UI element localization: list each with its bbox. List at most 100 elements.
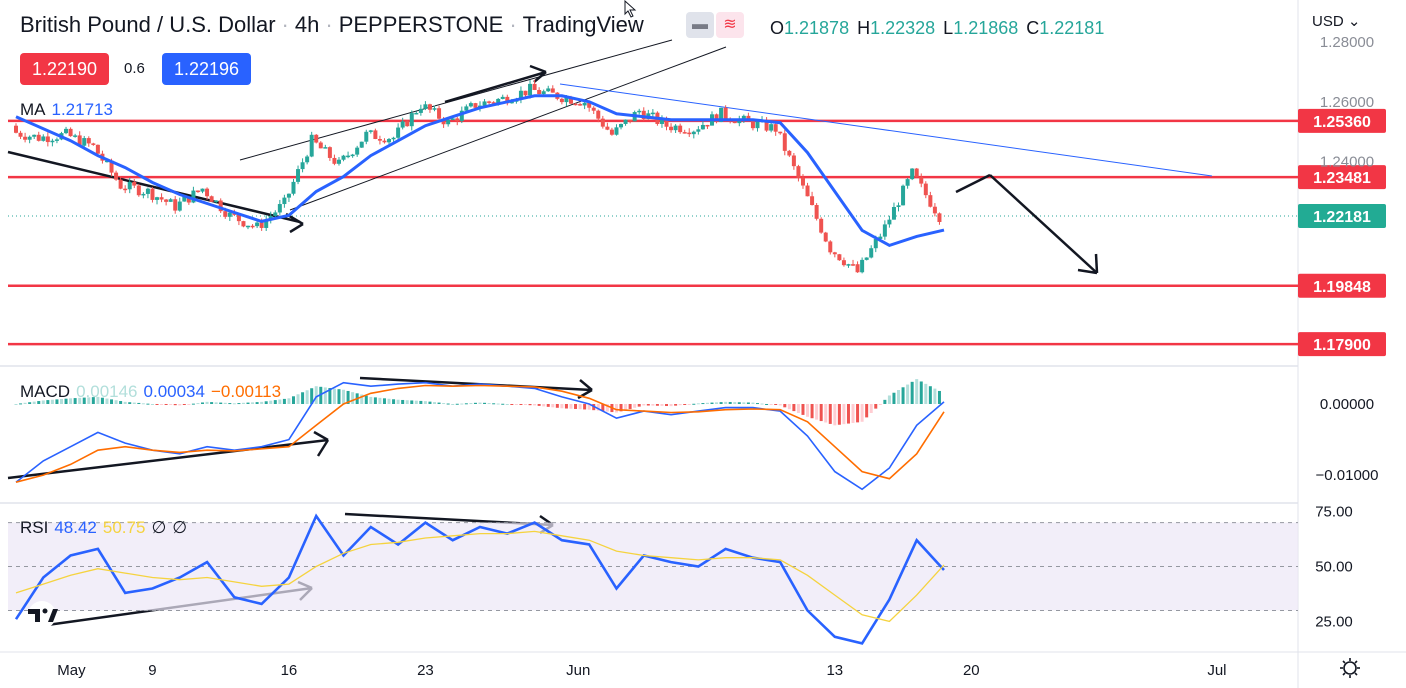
macd-histogram-bar (769, 404, 773, 405)
macd-histogram-bar (687, 404, 691, 405)
macd-histogram-bar (323, 387, 327, 404)
macd-histogram-bar (892, 392, 896, 404)
macd-histogram-bar (178, 404, 182, 406)
symbol-header[interactable]: British Pound / U.S. Dollar · 4h · PEPPERSTO… (20, 12, 644, 37)
candle-body (887, 219, 892, 225)
candle-body (882, 224, 887, 237)
buy-button[interactable]: 1.22196 (162, 53, 252, 85)
macd-histogram-bar (846, 404, 850, 424)
candle-body (64, 128, 69, 134)
price-axis[interactable]: 1.28000 1.26000 1.24000 0.00000 −0.01000 75.0… (1315, 34, 1378, 630)
currency-selector[interactable]: USD ⌄ (1312, 12, 1360, 30)
candle-body (332, 157, 337, 164)
macd-tick-label: 0.00000 (1320, 396, 1374, 413)
macd-histogram-bar (287, 398, 291, 404)
candle-body (18, 132, 23, 137)
macd-histogram-bar (378, 397, 382, 404)
candle-body (405, 121, 410, 127)
candle-body (732, 121, 737, 124)
candle-body (773, 124, 778, 132)
candle-body (336, 159, 341, 164)
macd-histogram-bar (187, 404, 191, 405)
candle-body (259, 222, 264, 228)
macd-histogram-bar (801, 404, 805, 415)
macd-histogram-bar (783, 404, 787, 408)
rsi-value: 48.42 (54, 518, 97, 537)
candle-body (896, 205, 901, 208)
candle-body (396, 127, 401, 138)
candle-body (509, 101, 514, 104)
candle-body (264, 219, 269, 228)
candle-body (373, 130, 378, 139)
candle-body (755, 121, 760, 129)
candle-body (164, 199, 169, 202)
candle-body (919, 177, 924, 184)
wave-toggle-icon[interactable]: ≋ (716, 12, 744, 38)
candle-body (414, 112, 419, 115)
macd-histogram-bar (146, 403, 150, 405)
macd-histogram-bar (264, 401, 268, 404)
gear-icon[interactable] (1338, 656, 1362, 680)
macd-histogram-bar (87, 397, 91, 404)
candle-body (628, 119, 633, 122)
compare-toggle-icon[interactable]: ▬ (686, 12, 714, 38)
time-axis[interactable]: May 9 16 23 Jun 13 20 Jul (57, 662, 1226, 679)
macd-histogram-bar (369, 396, 373, 404)
macd-histogram-bar (851, 404, 855, 423)
sell-button[interactable]: 1.22190 (20, 53, 110, 85)
macd-histogram-bar (282, 398, 286, 404)
candle-body (277, 204, 282, 213)
macd-histogram-bar (269, 400, 273, 404)
symbol-name[interactable]: British Pound / U.S. Dollar (20, 12, 276, 37)
candle-body (596, 110, 601, 119)
macd-histogram-bar (96, 396, 100, 404)
candle-body (641, 110, 646, 120)
level-tag (1298, 332, 1386, 357)
macd-histogram-bar (810, 404, 814, 419)
candle-body (691, 131, 696, 135)
candle-body (150, 188, 155, 200)
candle-body (914, 168, 919, 178)
macd-histogram-bar (64, 398, 68, 404)
macd-histogram-bar (469, 403, 473, 405)
macd-histogram-bar (496, 403, 500, 405)
candle-body (578, 104, 583, 106)
arrow-head (579, 379, 593, 391)
macd-histogram-bar (665, 404, 669, 407)
macd-histogram-bar (710, 402, 714, 404)
currency-label: USD (1312, 13, 1344, 30)
candle-body (891, 207, 896, 220)
projection-arrow (989, 174, 1098, 274)
macd-histogram-bar (937, 390, 941, 404)
candle-body (182, 196, 187, 202)
macd-histogram-bar (137, 402, 141, 404)
exchange-label: PEPPERSTONE (338, 12, 504, 37)
macd-histogram-bar (392, 399, 396, 404)
candle-body (136, 185, 141, 196)
time-tick-label: 16 (281, 662, 298, 679)
macd-pane (14, 379, 945, 491)
candle-body (523, 90, 528, 96)
candle-body (782, 133, 787, 151)
macd-histogram-bar (37, 401, 41, 404)
time-tick-label: 20 (963, 662, 980, 679)
macd-histogram-bar (401, 399, 405, 404)
interval-label[interactable]: 4h (294, 12, 320, 37)
level-tag (1298, 165, 1386, 190)
macd-legend[interactable]: MACD 0.00146 0.00034 −0.00113 (20, 382, 287, 402)
macd-histogram-bar (897, 390, 901, 404)
spread-value: 0.6 (124, 60, 145, 77)
macd-histogram-bar (874, 404, 878, 409)
candle-body (282, 197, 287, 205)
candle-body (355, 147, 360, 155)
macd-histogram-bar (883, 399, 887, 404)
candle-body (177, 201, 182, 211)
rsi-legend[interactable]: RSI 48.42 50.75 ∅ ∅ (20, 518, 193, 538)
macd-histogram-bar (155, 404, 159, 405)
ma-legend[interactable]: MA 1.21713 (20, 100, 119, 120)
last-price-label: 1.22181 (1313, 209, 1371, 226)
candle-body (409, 113, 414, 127)
support-resistance-levels[interactable]: 1.25360 1.23481 1.19848 1.17900 1.22181 (8, 108, 1386, 357)
candle-body (250, 225, 255, 228)
